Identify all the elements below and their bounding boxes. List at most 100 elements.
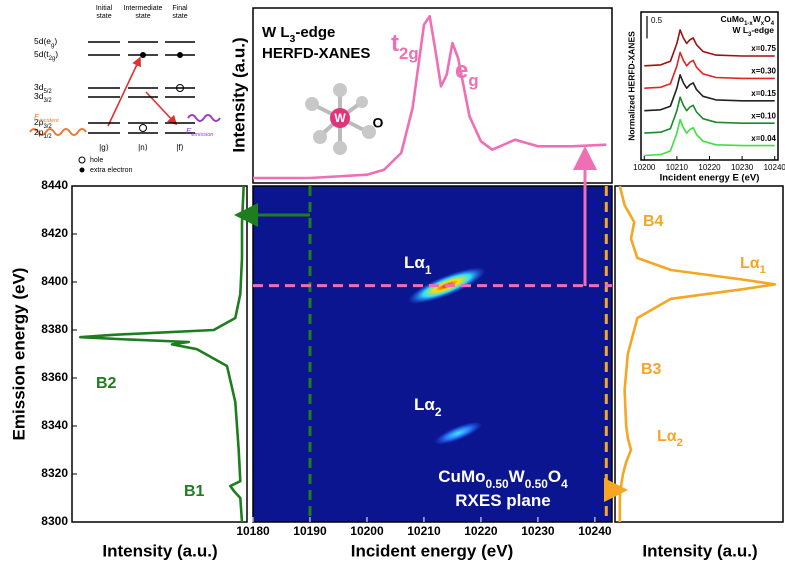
level-label-part: 1/2 bbox=[43, 134, 51, 140]
inset-title-part: -edge bbox=[751, 25, 774, 35]
annotation: t2g bbox=[391, 30, 419, 63]
annotation-part: 2g bbox=[399, 44, 419, 63]
data-line bbox=[620, 186, 775, 522]
annotation: B3 bbox=[641, 361, 662, 378]
annotation-part: t bbox=[391, 30, 399, 57]
annotation-part: B1 bbox=[184, 483, 205, 500]
state-header: Intermediate bbox=[124, 5, 163, 12]
annotation-part: B3 bbox=[641, 361, 662, 378]
y-axis-label: Intensity (a.u.) bbox=[229, 37, 248, 152]
inset-title-part: W L bbox=[732, 25, 748, 35]
chart-title-part: -edge bbox=[295, 24, 335, 41]
photon-label: Eemission bbox=[186, 127, 213, 138]
annotation: Lα1 bbox=[740, 255, 766, 276]
annotation-part: Lα bbox=[414, 395, 435, 414]
level-label: 5d(eg) bbox=[34, 36, 57, 48]
annotation-part: 2 bbox=[677, 437, 683, 449]
sample-label-part: O bbox=[548, 467, 561, 486]
excitation-arrow bbox=[108, 58, 140, 126]
inset-title: W L3-edge bbox=[732, 25, 774, 37]
legend-label: x=0.15 bbox=[751, 89, 776, 98]
annotation-part: Lα bbox=[404, 253, 425, 272]
annotation-part: 2 bbox=[435, 405, 442, 419]
annotation: B2 bbox=[96, 375, 117, 392]
left-frame bbox=[72, 186, 247, 522]
sample-label-part: RXES plane bbox=[455, 491, 550, 510]
x-tick-label: 10240 bbox=[764, 163, 785, 172]
atom-label: O bbox=[373, 115, 384, 131]
level-label-part: 5d(t bbox=[34, 49, 49, 59]
annotation-part: Lα bbox=[657, 428, 677, 445]
y-tick-label: 8420 bbox=[41, 226, 68, 240]
y-tick-label: 8440 bbox=[41, 178, 68, 192]
x-tick-label: 10220 bbox=[698, 163, 721, 172]
x-tick-label: 10210 bbox=[666, 163, 689, 172]
energy-diagram bbox=[30, 52, 220, 173]
level-label-part: 2g bbox=[49, 56, 56, 62]
y-tick-label: 8400 bbox=[41, 274, 68, 288]
x-tick-label: 10180 bbox=[236, 524, 270, 538]
sample-label-part: W bbox=[509, 467, 526, 486]
annotation-part: 1 bbox=[425, 263, 432, 277]
photon-label-part: emission bbox=[191, 132, 213, 138]
state-header: Initial bbox=[96, 5, 113, 12]
sample-label-part: 0.50 bbox=[525, 477, 549, 491]
legend-label: hole bbox=[90, 157, 103, 164]
level-label: 5d(t2g) bbox=[34, 49, 58, 61]
x-tick-label: 10210 bbox=[407, 524, 441, 538]
legend-electron bbox=[80, 168, 85, 173]
sample-label-part: CuMo bbox=[438, 467, 485, 486]
annotation-part: 1 bbox=[760, 264, 766, 276]
annotation-part: e bbox=[455, 57, 468, 84]
atom-label: W bbox=[334, 111, 346, 125]
state-header: state bbox=[172, 13, 187, 20]
annotation: eg bbox=[455, 57, 479, 90]
photon-label-part: incident bbox=[39, 118, 59, 124]
hole bbox=[140, 125, 147, 132]
chart-title-part: W L bbox=[262, 24, 290, 41]
level-label-part: 2p bbox=[34, 127, 44, 137]
y-axis-label: Emission energy (eV) bbox=[9, 268, 28, 441]
chart-title-part: HERFD-XANES bbox=[262, 45, 370, 62]
state-header: state bbox=[96, 13, 111, 20]
annotation: B1 bbox=[184, 483, 205, 500]
state-label: |f⟩ bbox=[176, 143, 183, 152]
scale-bar-label: 0.5 bbox=[651, 16, 663, 25]
annotation-part: g bbox=[468, 71, 478, 90]
x-tick-label: 10230 bbox=[731, 163, 754, 172]
legend-label: extra electron bbox=[90, 167, 133, 174]
level-label-part: 3/2 bbox=[43, 98, 51, 104]
state-label: |n⟩ bbox=[138, 143, 148, 152]
y-tick-label: 8360 bbox=[41, 370, 68, 384]
level-label-part: 5/2 bbox=[43, 89, 51, 95]
x-axis-label: Incident energy (eV) bbox=[351, 541, 513, 560]
data-line bbox=[80, 186, 243, 522]
right-frame bbox=[615, 186, 783, 522]
y-tick-label: 8300 bbox=[41, 514, 68, 528]
annotation-part: B2 bbox=[96, 375, 117, 392]
legend-label: x=0.10 bbox=[751, 111, 776, 120]
sample-label-part: 4 bbox=[561, 477, 568, 491]
x-tick-label: 10200 bbox=[633, 163, 656, 172]
legend-hole bbox=[79, 157, 85, 163]
chart-title: W L3-edge bbox=[262, 24, 335, 45]
level-label-part: ) bbox=[54, 36, 57, 46]
state-header: state bbox=[135, 13, 150, 20]
x-tick-label: 10240 bbox=[578, 524, 612, 538]
x-axis-label: Incident energy E (eV) bbox=[660, 173, 760, 184]
annotation-part: B4 bbox=[643, 213, 664, 230]
state-header: Final bbox=[172, 5, 188, 12]
level-label-part: 3d bbox=[34, 91, 44, 101]
x-tick-label: 10190 bbox=[293, 524, 327, 538]
figure: InitialstateIntermediatestateFinalstate5… bbox=[0, 0, 785, 563]
emitted-photon bbox=[188, 115, 220, 121]
sample-label: RXES plane bbox=[455, 491, 550, 510]
level-label-part: 5d(e bbox=[34, 36, 51, 46]
x-tick-label: 10220 bbox=[464, 524, 498, 538]
y-tick-label: 8340 bbox=[41, 418, 68, 432]
legend-label: x=0.04 bbox=[751, 134, 776, 143]
y-tick-label: 8320 bbox=[41, 466, 68, 480]
sample-label-part: 0.50 bbox=[486, 477, 510, 491]
x-axis-label: Intensity (a.u.) bbox=[642, 541, 757, 560]
legend-label: x=0.30 bbox=[751, 66, 776, 75]
